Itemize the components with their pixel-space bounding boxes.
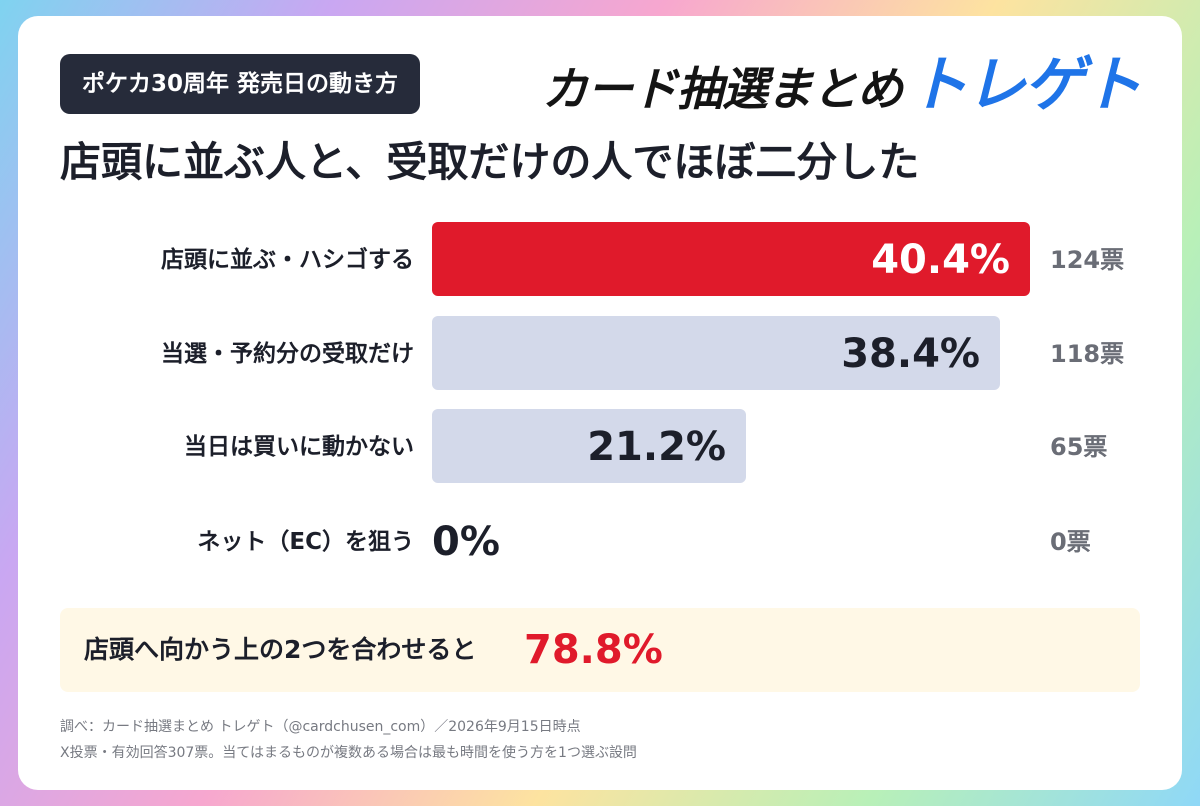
card: ポケカ30周年 発売日の動き方 カード抽選まとめ トレゲト 店頭に並ぶ人と、受取だ… bbox=[18, 16, 1182, 790]
headline: 店頭に並ぶ人と、受取だけの人でほぼ二分した bbox=[60, 138, 920, 186]
bar-votes-label: 118票 bbox=[1050, 340, 1125, 368]
bar-category-label: 店頭に並ぶ・ハシゴする bbox=[161, 247, 414, 273]
bar bbox=[432, 316, 1000, 390]
bar-votes-label: 65票 bbox=[1050, 433, 1108, 461]
bar-category-label: 当選・予約分の受取だけ bbox=[161, 341, 414, 367]
bar-category-label: 当日は買いに動かない bbox=[184, 434, 414, 460]
logo-main-text: カード抽選まとめ bbox=[542, 62, 903, 116]
brand-logo: カード抽選まとめ トレゲト bbox=[542, 50, 1142, 120]
bar-value-label: 0% bbox=[432, 519, 500, 565]
bar-category-label: ネット（EC）を狙う bbox=[197, 529, 414, 555]
footnote-source: 調べ：カード抽選まとめ トレゲト（@cardchusen_com）／2026年9… bbox=[60, 719, 581, 735]
summary-text: 店頭へ向かう上の2つを合わせると bbox=[84, 635, 477, 664]
bar-row: 当日は買いに動かない 21.2% 65票 bbox=[18, 409, 1182, 485]
bar-value-label: 40.4% bbox=[871, 237, 1010, 283]
bar bbox=[432, 222, 1030, 296]
topic-badge: ポケカ30周年 発売日の動き方 bbox=[60, 54, 421, 114]
bar-row: 店頭に並ぶ・ハシゴする 40.4% 124票 bbox=[18, 222, 1182, 298]
summary-value: 78.8% bbox=[524, 627, 663, 673]
bar bbox=[432, 409, 746, 483]
bar-votes-label: 124票 bbox=[1050, 246, 1125, 274]
footnote-method: X投票・有効回答307票。当てはまるものが複数ある場合は最も時間を使う方を1つ選… bbox=[60, 745, 637, 761]
bar-row: ネット（EC）を狙う 0% 0票 bbox=[18, 504, 1182, 580]
bar-row: 当選・予約分の受取だけ 38.4% 118票 bbox=[18, 316, 1182, 392]
logo-accent-text: トレゲト bbox=[908, 50, 1142, 120]
bar-value-label: 38.4% bbox=[841, 331, 980, 377]
bar-votes-label: 0票 bbox=[1050, 528, 1091, 556]
summary-box: 店頭へ向かう上の2つを合わせると 78.8% bbox=[60, 608, 1140, 692]
bar-value-label: 21.2% bbox=[587, 424, 726, 470]
